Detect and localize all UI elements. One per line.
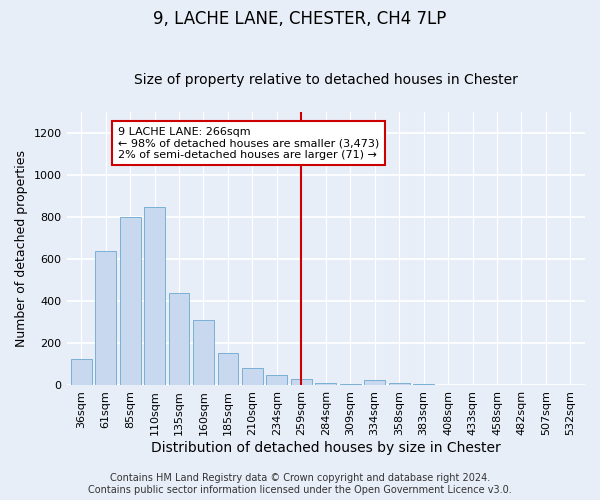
Text: Contains HM Land Registry data © Crown copyright and database right 2024.
Contai: Contains HM Land Registry data © Crown c… — [88, 474, 512, 495]
Text: 9 LACHE LANE: 266sqm
← 98% of detached houses are smaller (3,473)
2% of semi-det: 9 LACHE LANE: 266sqm ← 98% of detached h… — [118, 126, 379, 160]
Bar — [169, 293, 190, 386]
Bar — [193, 320, 214, 386]
X-axis label: Distribution of detached houses by size in Chester: Distribution of detached houses by size … — [151, 441, 500, 455]
Bar — [462, 385, 483, 386]
Y-axis label: Number of detached properties: Number of detached properties — [15, 150, 28, 347]
Bar — [413, 384, 434, 386]
Bar — [95, 251, 116, 386]
Bar — [120, 217, 140, 386]
Text: 9, LACHE LANE, CHESTER, CH4 7LP: 9, LACHE LANE, CHESTER, CH4 7LP — [154, 10, 446, 28]
Bar — [291, 379, 312, 386]
Bar — [511, 385, 532, 386]
Bar — [389, 383, 410, 386]
Bar — [242, 368, 263, 386]
Bar — [71, 359, 92, 386]
Bar — [144, 207, 165, 386]
Bar — [340, 384, 361, 386]
Bar — [316, 383, 336, 386]
Bar — [218, 353, 238, 386]
Bar — [487, 385, 508, 386]
Bar — [437, 384, 458, 386]
Bar — [364, 380, 385, 386]
Bar — [560, 385, 581, 386]
Title: Size of property relative to detached houses in Chester: Size of property relative to detached ho… — [134, 73, 518, 87]
Bar — [266, 376, 287, 386]
